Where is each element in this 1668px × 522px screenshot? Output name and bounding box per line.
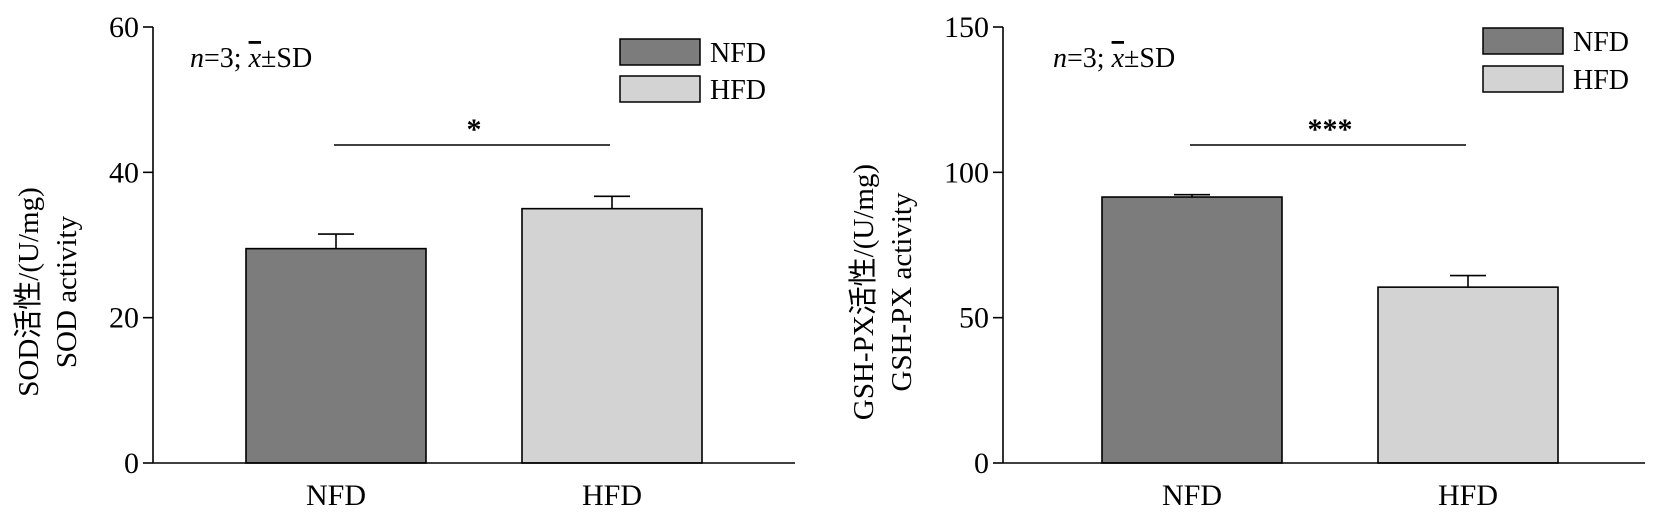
sod-bar-hfd — [521, 207, 703, 464]
note-xbar: x — [248, 43, 262, 74]
gshpx-ytick-label-50: 50 — [959, 302, 989, 335]
gshpx-ytick-label-100: 100 — [944, 156, 989, 189]
sod-ytick-label-20: 20 — [109, 302, 139, 335]
gshpx-significance-marker: *** — [1308, 113, 1353, 146]
legend: NFD HFD — [1482, 27, 1629, 96]
sod-ylabel-cn: SOD活性/(U/mg) — [12, 187, 45, 396]
legend: NFD HFD — [619, 38, 766, 106]
gshpx-category-label-nfd: NFD — [1162, 479, 1222, 512]
legend-label-hfd: HFD — [1573, 65, 1629, 96]
stats-note: n=3; x±SD — [190, 43, 312, 74]
gshpx-chart-panel: NFD HFD 0 50 100 150 *** GSH-PX活性/(U/mg) GSH-P… — [847, 11, 1645, 512]
sod-significance-marker: * — [467, 113, 482, 146]
sod-bar-nfd — [245, 247, 427, 464]
gshpx-ytick-label-0: 0 — [974, 447, 989, 480]
sod-ytick-label-0: 0 — [124, 447, 139, 480]
gshpx-bar-hfd — [1377, 286, 1559, 464]
note-pm: ±SD — [1124, 43, 1175, 74]
note-eq: =3; — [204, 43, 249, 74]
legend-swatch-nfd — [619, 38, 701, 66]
stats-note: n=3; x±SD — [1053, 43, 1175, 74]
gshpx-bar-nfd — [1101, 196, 1283, 464]
legend-swatch-nfd — [1482, 27, 1564, 55]
sod-chart-panel: NFD HFD 0 20 40 60 * SOD活性/(U/mg) SOD activity… — [12, 11, 795, 512]
sod-plot-area: NFD HFD 0 20 40 60 * — [109, 11, 795, 512]
gshpx-plot-area: NFD HFD 0 50 100 150 *** — [944, 11, 1645, 512]
legend-label-nfd: NFD — [1573, 27, 1629, 58]
sod-ylabel-en: SOD activity — [51, 215, 83, 368]
sod-ytick-label-60: 60 — [109, 11, 139, 44]
note-eq: =3; — [1067, 43, 1112, 74]
sod-category-label-hfd: HFD — [582, 479, 642, 512]
note-xbar: x — [1111, 43, 1125, 74]
legend-label-nfd: NFD — [710, 38, 766, 69]
gshpx-ytick-label-150: 150 — [944, 11, 989, 44]
gshpx-category-label-hfd: HFD — [1438, 479, 1498, 512]
gshpx-ylabel-cn: GSH-PX活性/(U/mg) — [847, 164, 880, 420]
gshpx-ylabel-en: GSH-PX activity — [886, 192, 918, 391]
note-n: n — [190, 43, 204, 74]
legend-swatch-hfd — [1482, 65, 1564, 93]
note-n: n — [1053, 43, 1067, 74]
legend-label-hfd: HFD — [710, 75, 766, 106]
note-pm: ±SD — [261, 43, 312, 74]
sod-ytick-label-40: 40 — [109, 156, 139, 189]
legend-swatch-hfd — [619, 75, 701, 103]
sod-category-label-nfd: NFD — [306, 479, 366, 512]
